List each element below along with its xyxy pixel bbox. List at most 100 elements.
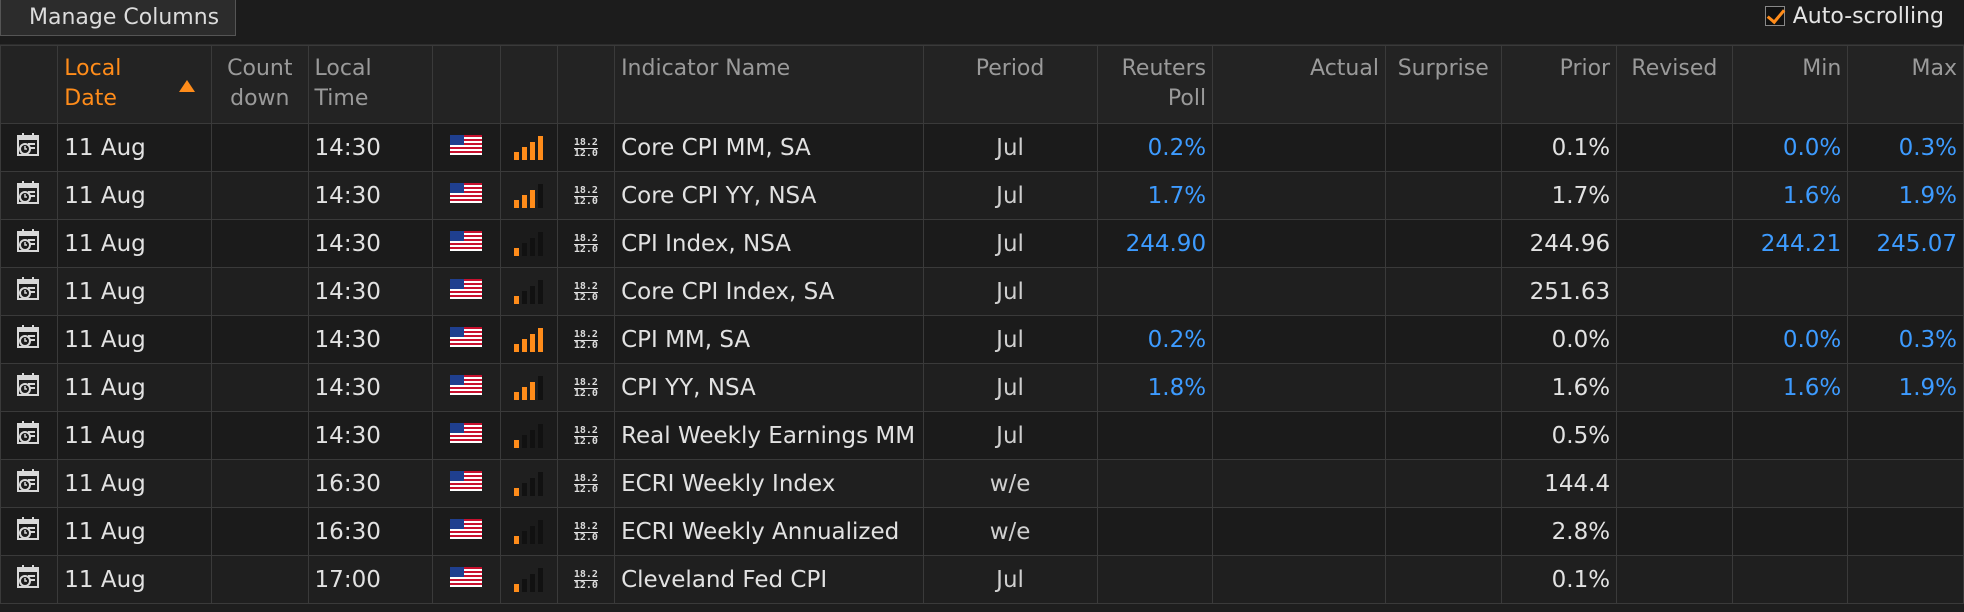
importance-bar — [522, 435, 528, 448]
col-header-prior[interactable]: Prior — [1500, 45, 1618, 124]
calendar-clock-icon[interactable] — [16, 324, 42, 356]
cell-period: Jul — [922, 555, 1098, 604]
cell-indicator-name[interactable]: ECRI Weekly Annualized — [614, 507, 924, 556]
calendar-clock-icon[interactable] — [16, 468, 42, 500]
calendar-clock-icon[interactable] — [16, 420, 42, 452]
calendar-clock-icon[interactable] — [16, 180, 42, 212]
cell-country — [432, 315, 501, 364]
importance-bars-icon — [514, 280, 544, 304]
manage-columns-button[interactable]: Manage Columns — [0, 0, 236, 36]
table-row[interactable]: 11 Aug 14:30 18.2 12.0 CPI MM, SA Jul 0.2% 0.0%… — [0, 315, 1964, 364]
event-detail-cell[interactable] — [0, 267, 59, 316]
event-detail-cell[interactable] — [0, 363, 59, 412]
calendar-clock-icon[interactable] — [16, 564, 42, 596]
cell-indicator-name[interactable]: Cleveland Fed CPI — [614, 555, 924, 604]
cell-indicator-name[interactable]: Real Weekly Earnings MM — [614, 411, 924, 460]
col-header-importance[interactable] — [499, 45, 558, 124]
event-detail-cell[interactable] — [0, 555, 59, 604]
table-row[interactable]: 11 Aug 14:30 18.2 12.0 Core CPI Index, SA Jul… — [0, 267, 1964, 316]
importance-bar — [530, 382, 536, 400]
importance-bars-icon — [514, 232, 544, 256]
auto-scrolling-toggle[interactable]: Auto-scrolling — [1764, 0, 1944, 32]
table-row[interactable]: 11 Aug 14:30 18.2 12.0 Real Weekly Earnings … — [0, 411, 1964, 460]
importance-bar — [522, 579, 528, 592]
col-header-countdown[interactable]: Count down — [211, 45, 309, 124]
cell-min — [1731, 555, 1849, 604]
cell-prior: 244.96 — [1500, 219, 1618, 268]
cell-countdown — [211, 507, 309, 556]
cell-indicator-name[interactable]: Core CPI Index, SA — [614, 267, 924, 316]
table-row[interactable]: 11 Aug 14:30 18.2 12.0 Core CPI MM, SA Jul 0.2… — [0, 123, 1964, 172]
cell-surprise — [1384, 219, 1502, 268]
cell-local-time: 14:30 — [307, 315, 434, 364]
cell-actual — [1212, 123, 1386, 172]
col-header-icon[interactable] — [0, 45, 59, 124]
numeric-data-icon: 18.2 12.0 — [573, 520, 598, 543]
cell-importance — [499, 267, 558, 316]
importance-bar — [522, 243, 528, 256]
cell-countdown — [211, 171, 309, 220]
cell-max — [1847, 507, 1964, 556]
cell-type: 18.2 12.0 — [556, 123, 616, 172]
cell-actual — [1212, 411, 1386, 460]
calendar-clock-icon[interactable] — [16, 132, 42, 164]
col-header-type[interactable] — [556, 45, 616, 124]
cell-actual — [1212, 459, 1386, 508]
cell-max: 1.9% — [1847, 171, 1964, 220]
cell-surprise — [1384, 171, 1502, 220]
importance-bars-icon — [514, 328, 544, 352]
calendar-clock-icon[interactable] — [16, 228, 42, 260]
cell-period: Jul — [922, 171, 1098, 220]
table-row[interactable]: 11 Aug 14:30 18.2 12.0 Core CPI YY, NSA Jul 1.… — [0, 171, 1964, 220]
calendar-clock-icon[interactable] — [16, 372, 42, 404]
calendar-clock-icon[interactable] — [16, 516, 42, 548]
cell-indicator-name[interactable]: ECRI Weekly Index — [614, 459, 924, 508]
event-detail-cell[interactable] — [0, 459, 59, 508]
cell-surprise — [1384, 363, 1502, 412]
cell-revised — [1616, 363, 1733, 412]
cell-indicator-name[interactable]: Core CPI YY, NSA — [614, 171, 924, 220]
cell-indicator-name[interactable]: CPI Index, NSA — [614, 219, 924, 268]
calendar-clock-icon[interactable] — [16, 276, 42, 308]
cell-indicator-name[interactable]: CPI MM, SA — [614, 315, 924, 364]
event-detail-cell[interactable] — [0, 171, 59, 220]
col-header-revised[interactable]: Revised — [1616, 45, 1733, 124]
table-row[interactable]: 11 Aug 14:30 18.2 12.0 CPI Index, NSA Jul 244.… — [0, 219, 1964, 268]
col-header-actual[interactable]: Actual — [1212, 45, 1386, 124]
col-header-local-date[interactable]: Local Date — [57, 45, 213, 124]
cell-surprise — [1384, 267, 1502, 316]
event-detail-cell[interactable] — [0, 219, 59, 268]
cell-max: 0.3% — [1847, 123, 1964, 172]
event-detail-cell[interactable] — [0, 507, 59, 556]
event-detail-cell[interactable] — [0, 123, 59, 172]
cell-revised — [1616, 459, 1733, 508]
event-detail-cell[interactable] — [0, 315, 59, 364]
table-row[interactable]: 11 Aug 14:30 18.2 12.0 CPI YY, NSA Jul 1.8% 1.6… — [0, 363, 1964, 412]
checkbox-checked-icon[interactable] — [1764, 6, 1785, 26]
col-header-reuters-poll[interactable]: Reuters Poll — [1096, 45, 1214, 124]
cell-period: Jul — [922, 219, 1098, 268]
cell-type: 18.2 12.0 — [556, 459, 616, 508]
event-detail-cell[interactable] — [0, 411, 59, 460]
table-row[interactable]: 11 Aug 17:00 18.2 12.0 Cleveland Fed CPI Jul 0… — [0, 555, 1964, 604]
us-flag-icon — [450, 470, 483, 497]
numeric-data-icon: 18.2 12.0 — [573, 184, 598, 207]
col-header-min[interactable]: Min — [1731, 45, 1849, 124]
importance-bar — [538, 232, 544, 256]
col-header-surprise[interactable]: Surprise — [1384, 45, 1502, 124]
col-header-max[interactable]: Max — [1847, 45, 1964, 124]
col-header-indicator-name[interactable]: Indicator Name — [614, 45, 924, 124]
col-header-period[interactable]: Period — [922, 45, 1098, 124]
cell-countdown — [211, 459, 309, 508]
cell-indicator-name[interactable]: Core CPI MM, SA — [614, 123, 924, 172]
cell-type: 18.2 12.0 — [556, 315, 616, 364]
cell-reuters-poll: 1.7% — [1096, 171, 1214, 220]
cell-indicator-name[interactable]: CPI YY, NSA — [614, 363, 924, 412]
us-flag-icon — [450, 374, 483, 401]
cell-countdown — [211, 555, 309, 604]
table-row[interactable]: 11 Aug 16:30 18.2 12.0 ECRI Weekly Annualize… — [0, 507, 1964, 556]
col-header-country[interactable] — [432, 45, 501, 124]
importance-bar — [538, 376, 544, 400]
col-header-local-time[interactable]: Local Time — [307, 45, 434, 124]
table-row[interactable]: 11 Aug 16:30 18.2 12.0 ECRI Weekly Index w/e 1… — [0, 459, 1964, 508]
